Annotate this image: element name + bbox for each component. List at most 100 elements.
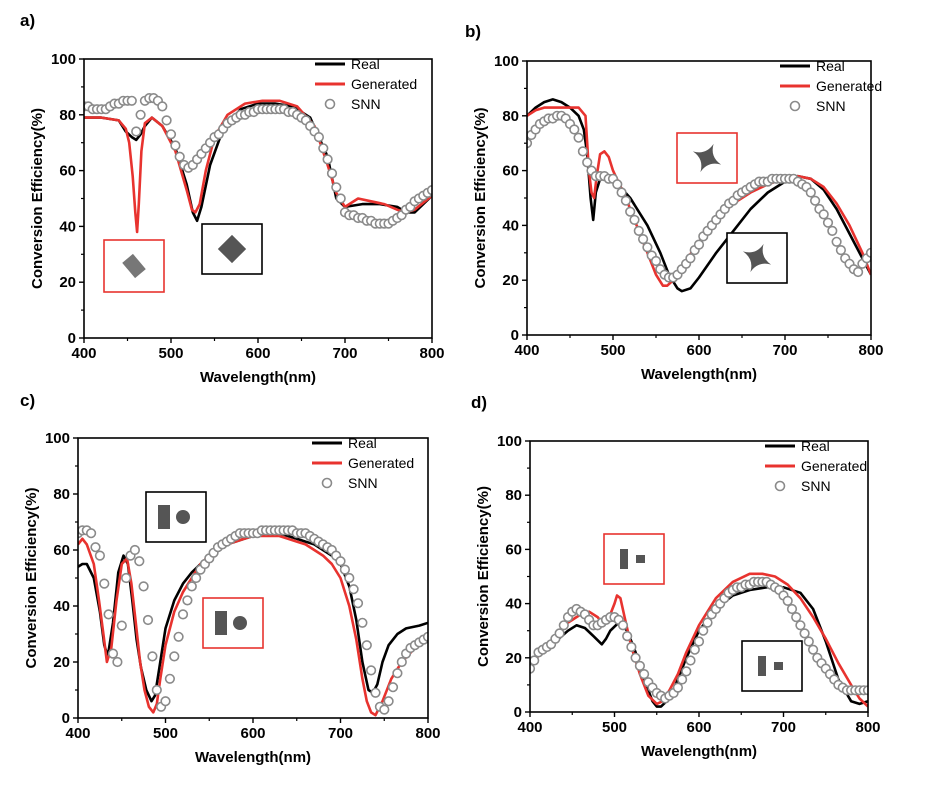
snn-point — [637, 234, 649, 245]
snn-point — [169, 651, 180, 662]
legend-label-real: Real — [816, 58, 845, 74]
rectangle-shape — [620, 549, 628, 569]
snn-point — [676, 674, 688, 685]
legend-label-generated: Generated — [816, 78, 882, 94]
x-tick-label: 800 — [415, 725, 440, 742]
legend-label-generated: Generated — [801, 458, 867, 474]
snn-point — [672, 682, 684, 693]
snn-point — [396, 656, 407, 668]
y-axis-label: Conversion Efficiency(%) — [29, 108, 46, 289]
snn-point — [112, 656, 123, 668]
snn-point — [157, 101, 168, 112]
snn-point — [161, 115, 172, 126]
snn-point — [99, 578, 110, 589]
x-axis-label: Wavelength(nm) — [195, 749, 311, 766]
snn-point — [791, 611, 802, 623]
x-axis-label: Wavelength(nm) — [641, 743, 757, 760]
circle-shape — [176, 510, 190, 524]
snn-point — [852, 266, 864, 278]
snn-point — [698, 625, 709, 636]
rectangle-shape — [758, 656, 766, 676]
x-tick-label: 400 — [517, 719, 542, 736]
snn-point — [638, 668, 650, 680]
snn-point — [173, 631, 184, 642]
y-tick-label: 20 — [53, 654, 70, 671]
snn-point — [685, 253, 696, 264]
y-tick-label: 0 — [514, 704, 522, 721]
snn-point — [634, 660, 646, 672]
snn-point — [357, 617, 368, 628]
snn-point — [693, 239, 705, 250]
rectangle-shape — [158, 505, 170, 529]
snn-point — [786, 603, 798, 615]
legend: Real Generated SNN — [780, 58, 882, 114]
plot-area — [84, 92, 432, 234]
snn-point — [135, 109, 146, 120]
y-tick-label: 20 — [502, 272, 519, 289]
y-axis-label: Conversion Efficiency(%) — [475, 486, 492, 667]
y-tick-label: 80 — [502, 108, 519, 125]
panel-label: d) — [471, 393, 487, 412]
snn-point — [322, 154, 333, 165]
inset-frame — [603, 533, 665, 585]
snn-point — [782, 595, 793, 607]
plot-area — [530, 572, 868, 708]
x-tick-label: 500 — [158, 345, 183, 362]
snn-point — [170, 140, 181, 151]
snn-point — [693, 636, 705, 647]
snn-point — [807, 644, 819, 655]
snn-point — [160, 696, 171, 707]
snn-point — [422, 631, 428, 642]
panel-c: c) 400 500 600 700 800 0 20 40 60 80 100 Wavelength(… — [20, 391, 441, 766]
snn-point — [642, 242, 653, 253]
structure-inset — [676, 132, 738, 184]
snn-point — [326, 168, 338, 179]
snn-point — [573, 132, 584, 143]
snn-point — [426, 185, 432, 196]
snn-point — [165, 129, 177, 140]
plot-area — [78, 525, 428, 717]
y-axis-label: Conversion Efficiency(%) — [472, 108, 489, 289]
legend-label-generated: Generated — [351, 76, 417, 92]
y-tick-label: 80 — [53, 486, 70, 503]
rectangle-shape — [215, 611, 227, 635]
snn-point — [361, 640, 372, 651]
series-line-real — [530, 586, 868, 708]
snn-point — [370, 687, 381, 698]
snn-point — [120, 572, 132, 584]
x-axis-label: Wavelength(nm) — [641, 366, 757, 383]
x-tick-label: 400 — [71, 345, 96, 362]
snn-point — [799, 628, 810, 639]
y-tick-label: 100 — [494, 53, 519, 70]
snn-point — [366, 665, 377, 676]
y-tick-label: 40 — [502, 217, 519, 234]
x-tick-label: 400 — [514, 342, 539, 359]
y-tick-label: 100 — [51, 51, 76, 68]
snn-point — [530, 655, 540, 666]
snn-point — [383, 696, 394, 707]
series-line-real — [84, 102, 432, 223]
y-tick-label: 60 — [59, 163, 76, 180]
legend-label-snn: SNN — [348, 475, 378, 491]
snn-point — [186, 581, 197, 592]
snn-point — [822, 217, 834, 228]
snn-point — [318, 143, 329, 154]
snn-point — [379, 704, 390, 715]
snn-point — [392, 668, 403, 679]
snn-point — [352, 598, 364, 609]
snn-point — [174, 151, 185, 162]
square-shape — [636, 555, 645, 563]
y-tick-label: 100 — [45, 430, 70, 447]
y-tick-label: 20 — [59, 274, 76, 291]
y-tick-label: 0 — [68, 330, 76, 347]
panel-a: a) 400 500 600 700 800 0 20 40 60 80 100 Wavelength(… — [20, 11, 445, 386]
panel-d: d) 400 500 600 700 800 0 20 40 60 80 100 Wavelength(… — [471, 393, 881, 760]
snn-point — [818, 209, 829, 220]
snn-point — [795, 620, 806, 631]
snn-point — [344, 572, 355, 584]
structure-inset — [201, 223, 263, 275]
structure-inset — [202, 597, 264, 649]
snn-point — [554, 628, 565, 639]
snn-point — [107, 648, 119, 659]
snn-point — [94, 550, 105, 561]
